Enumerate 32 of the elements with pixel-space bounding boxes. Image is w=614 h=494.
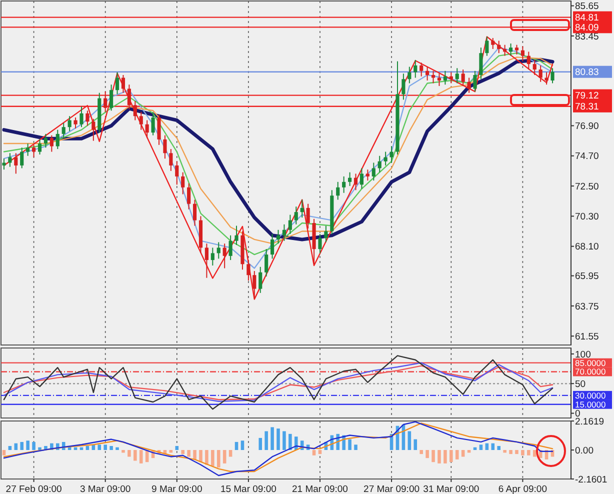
ref-line-label: 85.0000 bbox=[575, 358, 606, 368]
x-tick-label: 3 Mar 09:00 bbox=[80, 484, 131, 494]
y-tick-label: 68.10 bbox=[575, 242, 599, 253]
y-tick-label: 100 bbox=[575, 349, 591, 360]
ref-line-label: 78.31 bbox=[575, 102, 599, 113]
x-tick-label: 15 Mar 09:00 bbox=[220, 484, 276, 494]
y-tick-label: 83.45 bbox=[575, 31, 599, 42]
x-tick-label: 9 Mar 09:00 bbox=[152, 484, 202, 494]
x-tick-label: 27 Mar 09:00 bbox=[364, 484, 420, 494]
x-tick-label: 31 Mar 09:00 bbox=[423, 484, 480, 494]
ref-line-label: 70.0000 bbox=[575, 366, 606, 377]
y-tick-label: -2.1601 bbox=[575, 474, 608, 486]
y-tick-label: 76.90 bbox=[575, 121, 599, 132]
x-tick-label: 27 Feb 09:00 bbox=[6, 484, 62, 494]
ref-line-label: 84.81 bbox=[575, 12, 599, 24]
y-tick-label: 70.30 bbox=[575, 211, 599, 222]
x-tick-label: 6 Apr 09:00 bbox=[498, 484, 548, 494]
y-tick-label: 85.65 bbox=[575, 1, 599, 12]
y-tick-label: 0.00 bbox=[575, 445, 594, 456]
y-tick-label: 61.55 bbox=[575, 331, 599, 342]
y-tick-label: 72.50 bbox=[575, 181, 599, 192]
ref-line-label: 15.0000 bbox=[575, 399, 606, 410]
y-tick-label: 74.70 bbox=[575, 151, 599, 162]
y-tick-label: 50 bbox=[575, 378, 586, 390]
ref-line-label: 84.09 bbox=[575, 22, 599, 34]
x-tick-label: 21 Mar 09:00 bbox=[292, 484, 348, 494]
y-tick-label: 63.75 bbox=[575, 301, 599, 312]
y-tick-label: 2.1619 bbox=[575, 416, 604, 428]
ref-line-label: 80.83 bbox=[575, 67, 599, 78]
ref-line-label: 30.0000 bbox=[575, 390, 606, 400]
y-tick-label: 65.95 bbox=[575, 271, 599, 282]
ref-line-label: 79.12 bbox=[575, 90, 599, 102]
